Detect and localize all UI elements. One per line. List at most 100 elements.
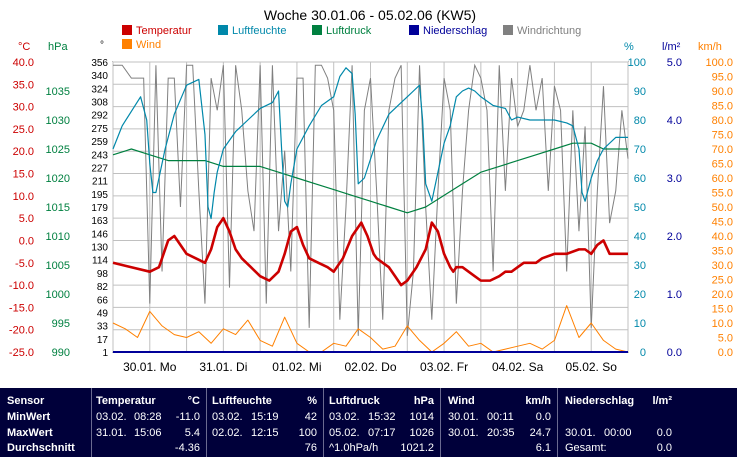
series-line-luftdruck <box>112 142 628 214</box>
humidity-tick-label: 40 <box>634 231 646 243</box>
humidity-tick-label: 90 <box>634 86 646 98</box>
temp-tick-label: 25.0 <box>13 124 34 136</box>
temp-avg-value: -4.36 <box>174 442 200 454</box>
temp-tick-label: -15.0 <box>9 302 34 314</box>
header-rain-unit: l/m² <box>652 395 672 407</box>
temp-tick-label: 15.0 <box>13 169 34 181</box>
wind-tick-label: 15.0 <box>712 304 733 316</box>
x-tick-label: 01.02. Mi <box>272 360 321 374</box>
legend-swatch <box>312 25 322 35</box>
wind-unit-label: km/h <box>698 41 722 53</box>
pressure-tick-label: 1010 <box>46 231 70 243</box>
wind-tick-label: 40.0 <box>712 231 733 243</box>
winddir-tick-label: 243 <box>91 150 108 161</box>
series-line-windrichtung <box>113 63 629 336</box>
press-min-date: 03.02. <box>329 411 360 423</box>
header-pressure-unit: hPa <box>413 395 434 407</box>
header-temperature: Temperatur <box>96 395 156 407</box>
rain-tick-label: 3.0 <box>667 173 682 185</box>
pressure-tick-label: 1020 <box>46 173 70 185</box>
header-wind: Wind <box>448 395 475 407</box>
humidity-tick-label: 70 <box>634 144 646 156</box>
humidity-unit-label: % <box>624 41 634 53</box>
rain-tick-label: 0.0 <box>667 347 682 359</box>
pressure-tick-label: 1000 <box>46 289 70 301</box>
temp-tick-label: 35.0 <box>13 79 34 91</box>
press-max-value: 1026 <box>409 427 434 439</box>
temp-tick-label: 20.0 <box>13 146 34 158</box>
wind-tick-label: 95.0 <box>712 72 733 84</box>
wind-tick-label: 80.0 <box>712 115 733 127</box>
wind-tick-label: 85.0 <box>712 101 733 113</box>
temp-max-date: 31.01. <box>96 427 127 439</box>
header-humidity-unit: % <box>307 395 317 407</box>
winddir-tick-label: 1 <box>102 348 108 359</box>
wind-tick-label: 65.0 <box>712 159 733 171</box>
x-tick-label: 02.02. Do <box>344 360 396 374</box>
hum-min-time: 15:19 <box>251 411 279 423</box>
rain-tick-label: 2.0 <box>667 231 682 243</box>
winddir-tick-label: 163 <box>91 216 108 227</box>
winddir-tick-label: 17 <box>97 335 109 346</box>
humidity-column: Luftfeuchte % 03.02. 15:19 42 02.02. 12:… <box>207 388 323 457</box>
legend-swatch <box>122 25 132 35</box>
wind-tick-label: 5.0 <box>718 333 733 345</box>
humidity-tick-label: 0 <box>640 347 646 359</box>
winddir-tick-label: 66 <box>97 295 109 306</box>
rain-unit-label: l/m² <box>662 41 681 53</box>
wind-avg-value: 6.1 <box>535 442 551 454</box>
winddir-tick-label: 114 <box>92 256 108 267</box>
humidity-tick-label: 100 <box>628 57 646 69</box>
temp-tick-label: 5.0 <box>19 213 34 225</box>
pressure-unit-label: hPa <box>48 41 68 53</box>
legend-swatch <box>122 39 132 49</box>
x-tick-label: 31.01. Di <box>199 360 247 374</box>
pressure-column: Luftdruck hPa 03.02. 15:32 1014 05.02. 0… <box>324 388 440 457</box>
chart-title: Woche 30.01.06 - 05.02.06 (KW5) <box>264 7 476 23</box>
x-tick-label: 05.02. So <box>566 360 618 374</box>
pressure-tick-label: 1035 <box>46 86 70 98</box>
temp-tick-label: 10.0 <box>13 191 34 203</box>
winddir-tick-label: 227 <box>91 163 108 174</box>
winddir-tick-label: 340 <box>91 71 108 82</box>
pressure-tick-label: 1025 <box>46 144 70 156</box>
wind-tick-label: 45.0 <box>712 217 733 229</box>
humidity-tick-label: 20 <box>634 289 646 301</box>
header-temperature-unit: °C <box>187 395 200 407</box>
hum-min-value: 42 <box>304 411 317 423</box>
winddir-tick-label: 146 <box>91 229 108 240</box>
wind-tick-label: 50.0 <box>712 202 733 214</box>
temp-min-date: 03.02. <box>96 411 127 423</box>
row-label-min: MinWert <box>7 411 51 423</box>
winddir-tick-label: 179 <box>91 203 108 214</box>
header-sensor: Sensor <box>7 395 45 407</box>
temp-min-value: -11.0 <box>175 411 200 423</box>
temp-max-time: 15:06 <box>134 427 162 439</box>
humidity-tick-label: 80 <box>634 115 646 127</box>
winddir-unit-label: ° <box>100 40 104 51</box>
legend-label: Temperatur <box>136 25 192 37</box>
wind-tick-label: 55.0 <box>712 188 733 200</box>
winddir-tick-label: 33 <box>97 322 109 333</box>
rain-tick-label: 4.0 <box>667 115 682 127</box>
sensor-column: Sensor MinWert MaxWert Durchschnitt <box>0 388 92 457</box>
winddir-tick-label: 275 <box>91 124 108 135</box>
winddir-tick-label: 98 <box>97 269 109 280</box>
x-tick-label: 30.01. Mo <box>123 360 177 374</box>
series-line-wind <box>112 305 629 353</box>
humidity-tick-label: 30 <box>634 260 646 272</box>
x-tick-label: 03.02. Fr <box>420 360 468 374</box>
rain-tick-label: 5.0 <box>667 57 682 69</box>
wind-tick-label: 70.0 <box>712 144 733 156</box>
humidity-tick-label: 10 <box>634 318 646 330</box>
press-trend: ^1.0hPa/h <box>329 442 379 454</box>
temp-unit-label: °C <box>18 41 30 53</box>
winddir-tick-label: 49 <box>97 308 109 319</box>
x-tick-label: 04.02. Sa <box>492 360 544 374</box>
pressure-tick-label: 1030 <box>46 115 70 127</box>
rain-max-value: 0.0 <box>656 427 672 439</box>
rain-column: Niederschlag l/m² 30.01. 00:00 0.0 Gesam… <box>558 388 678 457</box>
press-min-value: 1014 <box>409 411 434 423</box>
hum-max-date: 02.02. <box>212 427 243 439</box>
temp-tick-label: -10.0 <box>9 280 34 292</box>
